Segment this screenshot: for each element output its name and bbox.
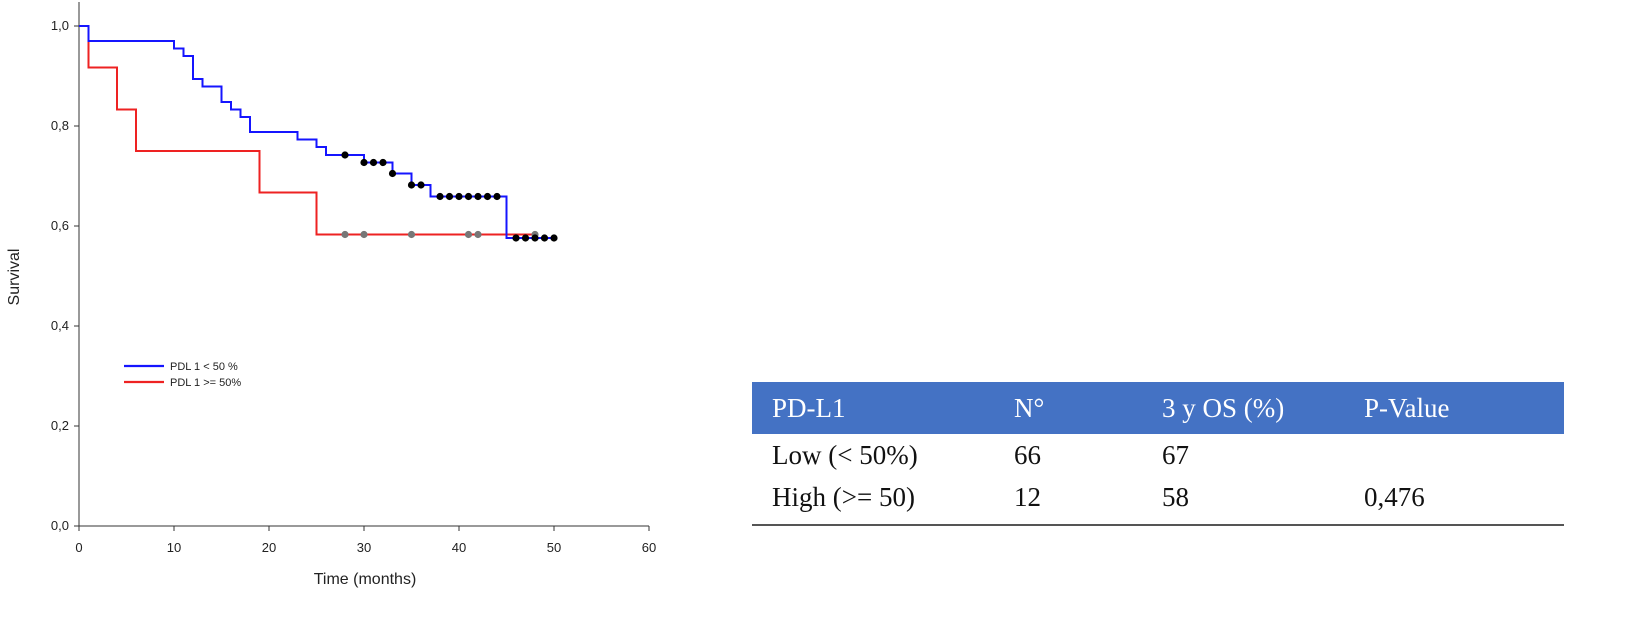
censor-point <box>531 234 539 242</box>
censor-point <box>483 192 492 201</box>
censor-point <box>493 192 501 201</box>
censor-point <box>360 230 368 239</box>
cell-os: 58 <box>1162 481 1189 512</box>
cell-n: 12 <box>1014 481 1041 512</box>
y-tick-label: 0,6 <box>51 218 69 233</box>
censor-point <box>540 234 549 242</box>
censor-point <box>455 192 463 201</box>
table-bottom-rule <box>752 524 1564 526</box>
censor-point <box>360 158 368 167</box>
censor-point <box>464 230 473 239</box>
km-survival-chart: 0 10 20 30 40 50 60 0,0 0,2 0,4 0,6 0,8 1,0 Survival… <box>6 2 656 588</box>
cell-p: 0,476 <box>1364 481 1425 512</box>
table-header-row: PD-L1 N° 3 y OS (%) P-Value <box>752 382 1564 434</box>
censor-point <box>445 192 454 201</box>
x-tick-label: 20 <box>262 540 276 555</box>
cell-group: Low (< 50%) <box>772 439 918 470</box>
censor-point <box>341 230 349 239</box>
table-row: High (>= 50) 12 58 0,476 <box>752 476 1564 518</box>
censor-point <box>521 234 530 242</box>
y-tick-label: 0,8 <box>51 118 69 133</box>
censor-point <box>474 230 482 239</box>
censor-marks <box>341 151 558 242</box>
x-tick-label: 30 <box>357 540 371 555</box>
x-tick-label: 10 <box>167 540 181 555</box>
x-tick-label: 50 <box>547 540 561 555</box>
cell-os: 67 <box>1162 439 1189 470</box>
censor-point <box>407 181 416 189</box>
censor-point <box>474 192 482 201</box>
header-n: N° <box>1014 392 1045 423</box>
y-axis-label: Survival <box>6 249 23 306</box>
y-tick-label: 0,4 <box>51 318 69 333</box>
censor-point <box>341 151 349 159</box>
censor-point <box>464 192 473 201</box>
legend-label-high: PDL 1 >= 50% <box>170 377 241 389</box>
censor-point <box>512 234 520 242</box>
cell-n: 66 <box>1014 439 1041 470</box>
legend-label-low: PDL 1 < 50 % <box>170 361 238 373</box>
censor-point <box>388 169 397 178</box>
chart-ticks: 0 10 20 30 40 50 60 0,0 0,2 0,4 0,6 0,8 1,0 <box>51 18 656 555</box>
header-p-value: P-Value <box>1364 392 1450 423</box>
censor-point <box>369 158 378 167</box>
censor-point <box>407 230 416 239</box>
x-tick-label: 40 <box>452 540 466 555</box>
survival-curve-high <box>79 25 535 236</box>
y-tick-label: 0,0 <box>51 518 69 533</box>
x-axis-label: Time (months) <box>314 571 417 588</box>
overall-survival-table: PD-L1 N° 3 y OS (%) P-Value Low (< 50%) … <box>752 382 1564 526</box>
cell-group: High (>= 50) <box>772 481 915 512</box>
y-tick-label: 1,0 <box>51 18 69 33</box>
table-row: Low (< 50%) 66 67 <box>752 434 1564 476</box>
y-tick-label: 0,2 <box>51 418 69 433</box>
x-tick-label: 60 <box>642 540 656 555</box>
survival-curve-low <box>79 25 554 239</box>
header-3y-os: 3 y OS (%) <box>1162 392 1285 423</box>
x-tick-label: 0 <box>75 540 82 555</box>
survival-curves <box>79 25 554 239</box>
chart-axes <box>78 2 649 527</box>
header-pdl1: PD-L1 <box>772 392 846 423</box>
censor-point <box>379 158 387 167</box>
censor-point <box>436 192 444 201</box>
censor-point <box>550 234 558 242</box>
chart-legend: PDL 1 < 50 % PDL 1 >= 50% <box>124 361 241 389</box>
censor-point <box>417 181 425 189</box>
